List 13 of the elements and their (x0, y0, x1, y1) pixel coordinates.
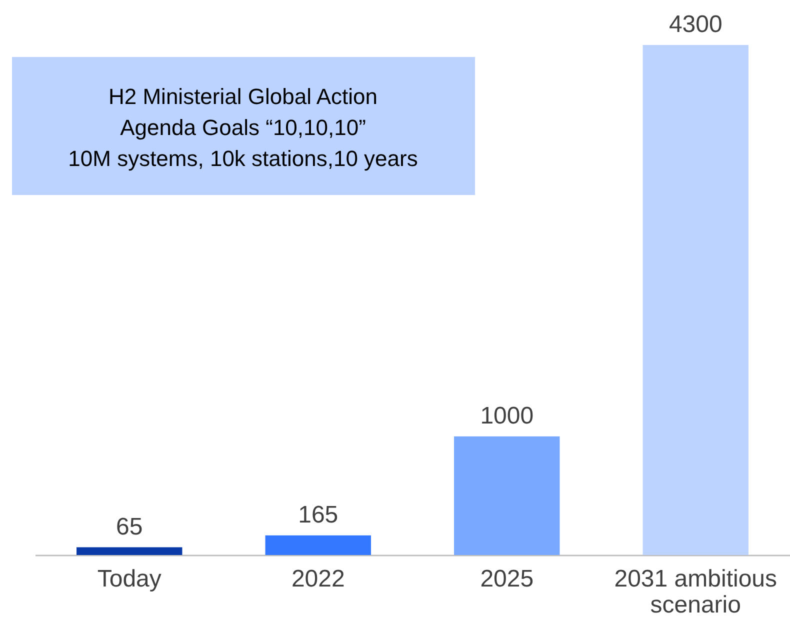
x-tick-label: Today (97, 566, 162, 592)
x-tick-label: 2022 (291, 566, 345, 592)
bar (265, 535, 371, 555)
x-tick-label: 2025 (480, 566, 534, 592)
data-label: 165 (298, 501, 338, 528)
bar (642, 45, 748, 555)
bar (76, 547, 182, 555)
annotation: H2 Ministerial Global Action Agenda Goals “10,10,10” 10M systems, 10k stations,10 years (68, 84, 418, 171)
x-tick-label: 2031 ambitious scenario (614, 566, 778, 618)
bar (454, 436, 560, 555)
data-label: 4300 (668, 11, 722, 38)
data-label: 65 (116, 513, 143, 540)
data-label: 1000 (480, 402, 534, 430)
